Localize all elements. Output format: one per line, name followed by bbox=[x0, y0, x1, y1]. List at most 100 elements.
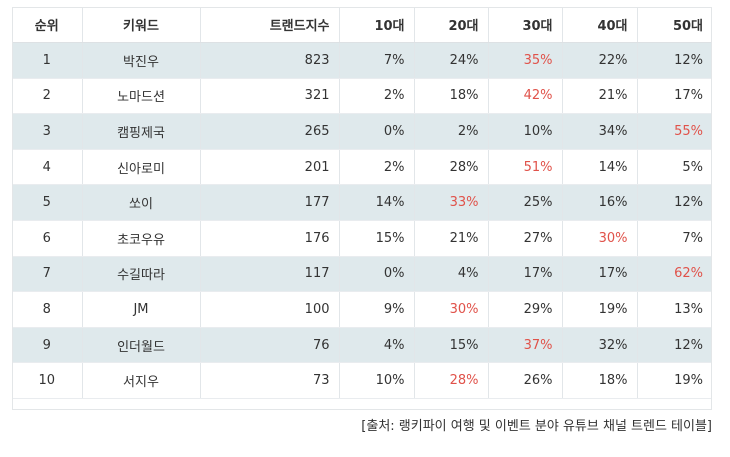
age-40s-cell: 21% bbox=[562, 78, 638, 115]
age-50s-cell: 12% bbox=[637, 327, 712, 364]
age-50s-cell: 55% bbox=[637, 113, 712, 150]
age-10s-cell: 4% bbox=[339, 327, 415, 364]
age-10s-cell: 0% bbox=[339, 113, 415, 150]
keyword-cell: JM bbox=[82, 291, 201, 328]
age-20s-cell: 28% bbox=[414, 362, 489, 400]
rank-cell: 8 bbox=[12, 291, 83, 328]
trend-index-cell: 823 bbox=[200, 42, 340, 79]
age-10s-cell: 2% bbox=[339, 78, 415, 115]
age-30s-cell: 42% bbox=[488, 78, 563, 115]
age-40s-cell: 30% bbox=[562, 220, 638, 257]
keyword-cell: 캠핑제국 bbox=[82, 113, 201, 150]
age-40s-cell: 32% bbox=[562, 327, 638, 364]
age-30s-cell: 17% bbox=[488, 256, 563, 293]
header-age-20s: 20대 bbox=[414, 7, 489, 44]
keyword-cell: 노마드션 bbox=[82, 78, 201, 115]
age-20s-cell: 18% bbox=[414, 78, 489, 115]
age-10s-cell: 10% bbox=[339, 362, 415, 400]
age-30s-cell: 26% bbox=[488, 362, 563, 400]
keyword-cell: 쏘이 bbox=[82, 184, 201, 222]
age-50s-cell: 7% bbox=[637, 220, 712, 257]
age-50s-cell: 17% bbox=[637, 78, 712, 115]
age-30s-cell: 10% bbox=[488, 113, 563, 150]
source-caption: [출처: 랭키파이 여행 및 이벤트 분야 유튜브 채널 트렌드 테이블] bbox=[361, 419, 712, 434]
table-header-row: 순위 키워드 트랜드지수 10대 20대 30대 40대 50대 bbox=[12, 7, 712, 44]
rank-cell: 4 bbox=[12, 149, 83, 186]
table-row: 2 노마드션 321 2% 18% 42% 21% 17% bbox=[12, 78, 712, 115]
header-age-50s: 50대 bbox=[637, 7, 712, 44]
age-50s-cell: 13% bbox=[637, 291, 712, 328]
age-20s-cell: 2% bbox=[414, 113, 489, 150]
table-row: 10 서지우 73 10% 28% 26% 18% 19% bbox=[12, 362, 712, 400]
table-row: 6 초코우유 176 15% 21% 27% 30% 7% bbox=[12, 220, 712, 257]
age-40s-cell: 34% bbox=[562, 113, 638, 150]
age-10s-cell: 7% bbox=[339, 42, 415, 79]
table-row: 1 박진우 823 7% 24% 35% 22% 12% bbox=[12, 42, 712, 79]
age-10s-cell: 15% bbox=[339, 220, 415, 257]
table-row: 3 캠핑제국 265 0% 2% 10% 34% 55% bbox=[12, 113, 712, 150]
age-50s-cell: 19% bbox=[637, 362, 712, 400]
header-age-40s: 40대 bbox=[562, 7, 638, 44]
age-50s-cell: 12% bbox=[637, 42, 712, 79]
trend-index-cell: 321 bbox=[200, 78, 340, 115]
keyword-cell: 서지우 bbox=[82, 362, 201, 400]
age-40s-cell: 16% bbox=[562, 184, 638, 222]
trend-index-cell: 201 bbox=[200, 149, 340, 186]
table-row: 4 신아로미 201 2% 28% 51% 14% 5% bbox=[12, 149, 712, 186]
age-10s-cell: 14% bbox=[339, 184, 415, 222]
trend-index-cell: 73 bbox=[200, 362, 340, 400]
trend-table: 순위 키워드 트랜드지수 10대 20대 30대 40대 50대 1 박진우 8… bbox=[12, 7, 712, 400]
age-50s-cell: 5% bbox=[637, 149, 712, 186]
age-10s-cell: 0% bbox=[339, 256, 415, 293]
table-row: 8 JM 100 9% 30% 29% 19% 13% bbox=[12, 291, 712, 328]
age-50s-cell: 12% bbox=[637, 184, 712, 222]
header-trend-index: 트랜드지수 bbox=[200, 7, 340, 44]
age-40s-cell: 17% bbox=[562, 256, 638, 293]
age-20s-cell: 24% bbox=[414, 42, 489, 79]
age-20s-cell: 28% bbox=[414, 149, 489, 186]
keyword-cell: 수길따라 bbox=[82, 256, 201, 293]
age-10s-cell: 9% bbox=[339, 291, 415, 328]
age-20s-cell: 15% bbox=[414, 327, 489, 364]
trend-index-cell: 176 bbox=[200, 220, 340, 257]
age-20s-cell: 21% bbox=[414, 220, 489, 257]
age-20s-cell: 30% bbox=[414, 291, 489, 328]
rank-cell: 1 bbox=[12, 42, 83, 79]
header-age-30s: 30대 bbox=[488, 7, 563, 44]
age-40s-cell: 18% bbox=[562, 362, 638, 400]
age-40s-cell: 14% bbox=[562, 149, 638, 186]
table-row: 5 쏘이 177 14% 33% 25% 16% 12% bbox=[12, 184, 712, 222]
table-row: 7 수길따라 117 0% 4% 17% 17% 62% bbox=[12, 256, 712, 293]
age-30s-cell: 29% bbox=[488, 291, 563, 328]
header-age-10s: 10대 bbox=[339, 7, 415, 44]
age-20s-cell: 4% bbox=[414, 256, 489, 293]
keyword-cell: 박진우 bbox=[82, 42, 201, 79]
keyword-cell: 인더월드 bbox=[82, 327, 201, 364]
age-30s-cell: 35% bbox=[488, 42, 563, 79]
age-50s-cell: 62% bbox=[637, 256, 712, 293]
age-40s-cell: 22% bbox=[562, 42, 638, 79]
trend-index-cell: 76 bbox=[200, 327, 340, 364]
keyword-cell: 초코우유 bbox=[82, 220, 201, 257]
trend-index-cell: 265 bbox=[200, 113, 340, 150]
rank-cell: 6 bbox=[12, 220, 83, 257]
age-30s-cell: 37% bbox=[488, 327, 563, 364]
trend-index-cell: 100 bbox=[200, 291, 340, 328]
header-rank: 순위 bbox=[12, 7, 83, 44]
rank-cell: 10 bbox=[12, 362, 83, 400]
trend-index-cell: 117 bbox=[200, 256, 340, 293]
rank-cell: 3 bbox=[12, 113, 83, 150]
age-30s-cell: 51% bbox=[488, 149, 563, 186]
rank-cell: 9 bbox=[12, 327, 83, 364]
keyword-cell: 신아로미 bbox=[82, 149, 201, 186]
header-keyword: 키워드 bbox=[82, 7, 201, 44]
trend-index-cell: 177 bbox=[200, 184, 340, 222]
age-30s-cell: 27% bbox=[488, 220, 563, 257]
age-40s-cell: 19% bbox=[562, 291, 638, 328]
age-10s-cell: 2% bbox=[339, 149, 415, 186]
rank-cell: 2 bbox=[12, 78, 83, 115]
age-30s-cell: 25% bbox=[488, 184, 563, 222]
age-20s-cell: 33% bbox=[414, 184, 489, 222]
rank-cell: 7 bbox=[12, 256, 83, 293]
table-row: 9 인더월드 76 4% 15% 37% 32% 12% bbox=[12, 327, 712, 364]
